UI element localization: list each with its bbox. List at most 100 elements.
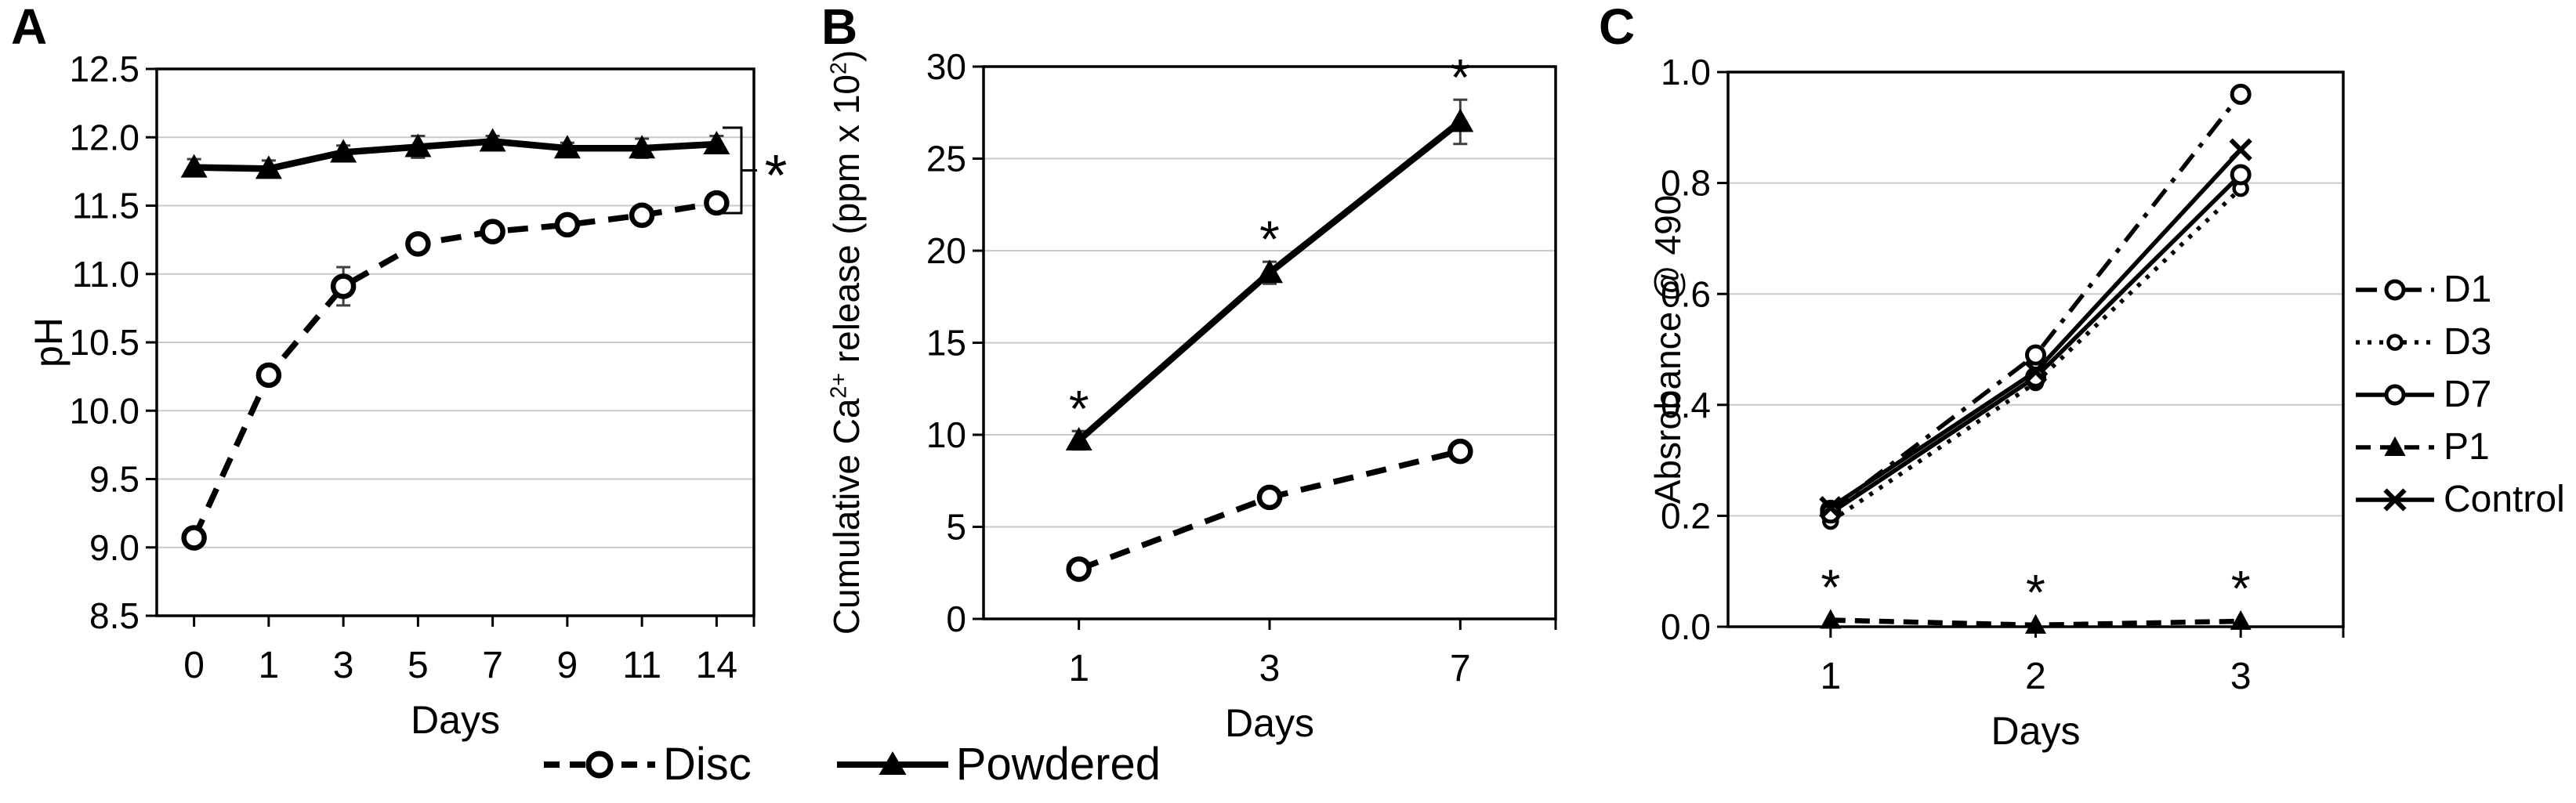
significance-asterisk: *	[2231, 560, 2251, 617]
y-tick-label: 10.5	[69, 322, 139, 363]
marker-open-circle	[1066, 556, 1092, 582]
y-tick-label: 9.5	[89, 459, 139, 500]
marker-open-circle	[2230, 83, 2252, 105]
x-axis-title: Days	[1225, 701, 1314, 745]
marker-open-circle-small	[2386, 333, 2404, 351]
marker-x-cross	[2023, 360, 2048, 383]
legend-item-p1: P1	[2354, 421, 2565, 473]
legend-line-sample-p1	[2356, 436, 2434, 456]
marker-filled-triangle	[1256, 259, 1283, 284]
panel-a: 12.5 12.0 11.5 11.0 10.5 10.0 9.5 9.0 8.5 0 1 3 5 7 9 1…	[69, 49, 787, 742]
marker-filled-triangle	[629, 135, 656, 159]
legend-label-disc: Disc	[663, 739, 752, 790]
significance-asterisk: *	[765, 143, 788, 208]
y-tick-label: 25	[926, 139, 966, 179]
series-line-disc	[1078, 448, 1462, 573]
x-axis-title: Days	[1991, 709, 2081, 753]
marker-open-circle	[2025, 344, 2046, 366]
marker-open-circle	[480, 219, 505, 244]
significance-asterisk: *	[2026, 564, 2045, 620]
marker-filled-triangle	[879, 751, 907, 775]
legend-panel-c: D1 D3 D7 P1 Control	[2354, 263, 2565, 526]
x-tick-label: 5	[408, 645, 429, 686]
legend-line-sample-d3	[2356, 333, 2434, 351]
series-line-control	[1829, 148, 2243, 510]
panel-letter-c: C	[1599, 0, 1636, 55]
y-tick-label: 15	[926, 323, 966, 364]
y-tick-label: 0.6	[1661, 273, 1711, 314]
significance-asterisk: *	[1821, 559, 1840, 616]
y-tick-label: 20	[926, 230, 966, 271]
x-tick-label: 3	[333, 645, 354, 686]
legend-item-powdered: Powdered	[834, 738, 1161, 790]
superscript-2plus: 2+	[826, 372, 852, 399]
series-powdered: * * *	[1065, 48, 1474, 451]
x-tick-label: 14	[696, 645, 737, 686]
panel-c: 1.0 0.8 0.6 0.4 0.2 0.0 1 2 3 Days * * *	[1661, 52, 2345, 753]
y-tick-label: 10	[926, 414, 966, 455]
x-tick-label: 0	[183, 645, 205, 686]
legend-item-d3: D3	[2354, 316, 2565, 368]
marker-x-cross	[2383, 487, 2407, 512]
legend-label-d3: D3	[2444, 321, 2492, 363]
x-tick-label: 1	[1068, 648, 1089, 689]
marker-open-circle	[1256, 484, 1283, 511]
legend-item-d1: D1	[2354, 263, 2565, 316]
legend-line-sample-d7	[2356, 384, 2434, 405]
significance-bracket	[723, 126, 757, 215]
marker-open-circle	[2230, 164, 2252, 186]
legend-shared-bottom: Disc Powdered	[541, 738, 1161, 790]
y-axis-title-calcium-release: Cumulative Ca2+ release (ppm x 102)	[825, 50, 868, 635]
axis-border	[155, 67, 755, 617]
legend-label-powdered: Powdered	[955, 739, 1161, 790]
marker-filled-triangle	[553, 135, 581, 159]
marker-filled-triangle	[2230, 609, 2252, 630]
marker-open-circle	[704, 190, 730, 216]
marker-filled-triangle	[1447, 108, 1474, 132]
y-tick-label: 11.5	[72, 186, 139, 226]
marker-open-circle	[2384, 279, 2406, 300]
marker-filled-triangle	[2384, 436, 2406, 456]
marker-filled-triangle	[255, 155, 282, 179]
y-axis-title-part: Cumulative Ca	[826, 398, 867, 635]
marker-x-cross	[2229, 138, 2252, 161]
marker-filled-triangle	[2025, 613, 2046, 634]
x-tick-label: 3	[1259, 648, 1281, 689]
marker-open-circle	[255, 362, 282, 389]
x-tick-label: 1	[259, 645, 280, 686]
marker-open-circle	[2384, 384, 2406, 405]
x-tick-label: 11	[622, 645, 661, 686]
y-tick-label: 30	[926, 46, 966, 87]
series-p1: * * *	[1820, 559, 2252, 634]
y-tick-label: 0.0	[1661, 606, 1711, 647]
y-axis-title-absorbance: Absrobance @ 490	[1647, 194, 1688, 505]
y-axis-title-part: release (ppm x 10	[826, 74, 867, 373]
x-tick-label: 2	[2025, 656, 2046, 697]
series-disc	[181, 190, 730, 551]
x-tick-label: 9	[557, 645, 578, 686]
marker-filled-triangle	[180, 154, 208, 178]
y-tick-label: 0	[946, 599, 966, 639]
panel-b: 30 25 20 15 10 5 0 1 3 7 Days * * *	[926, 46, 1557, 745]
y-tick-label: 0.2	[1661, 496, 1711, 537]
y-axis-title-part: )	[826, 49, 867, 63]
panel-letter-b: B	[821, 0, 858, 55]
y-tick-label: 12.5	[69, 49, 139, 89]
marker-filled-triangle	[404, 133, 432, 157]
legend-label-d7: D7	[2444, 374, 2492, 415]
y-tick-label: 0.4	[1661, 385, 1711, 425]
y-tick-label: 10.0	[69, 390, 139, 431]
significance-asterisk: *	[1450, 48, 1470, 106]
x-tick-label: 7	[482, 645, 503, 686]
series-line-powdered	[194, 138, 717, 172]
legend-label-p1: P1	[2444, 426, 2490, 468]
marker-open-circle	[585, 751, 614, 778]
y-tick-label: 1.0	[1661, 52, 1711, 92]
marker-filled-triangle	[1065, 427, 1092, 451]
x-tick-label: 3	[2230, 656, 2252, 697]
legend-item-control: Control	[2354, 473, 2565, 526]
x-tick-label: 7	[1450, 648, 1471, 689]
series-line-d1	[1829, 92, 2243, 512]
